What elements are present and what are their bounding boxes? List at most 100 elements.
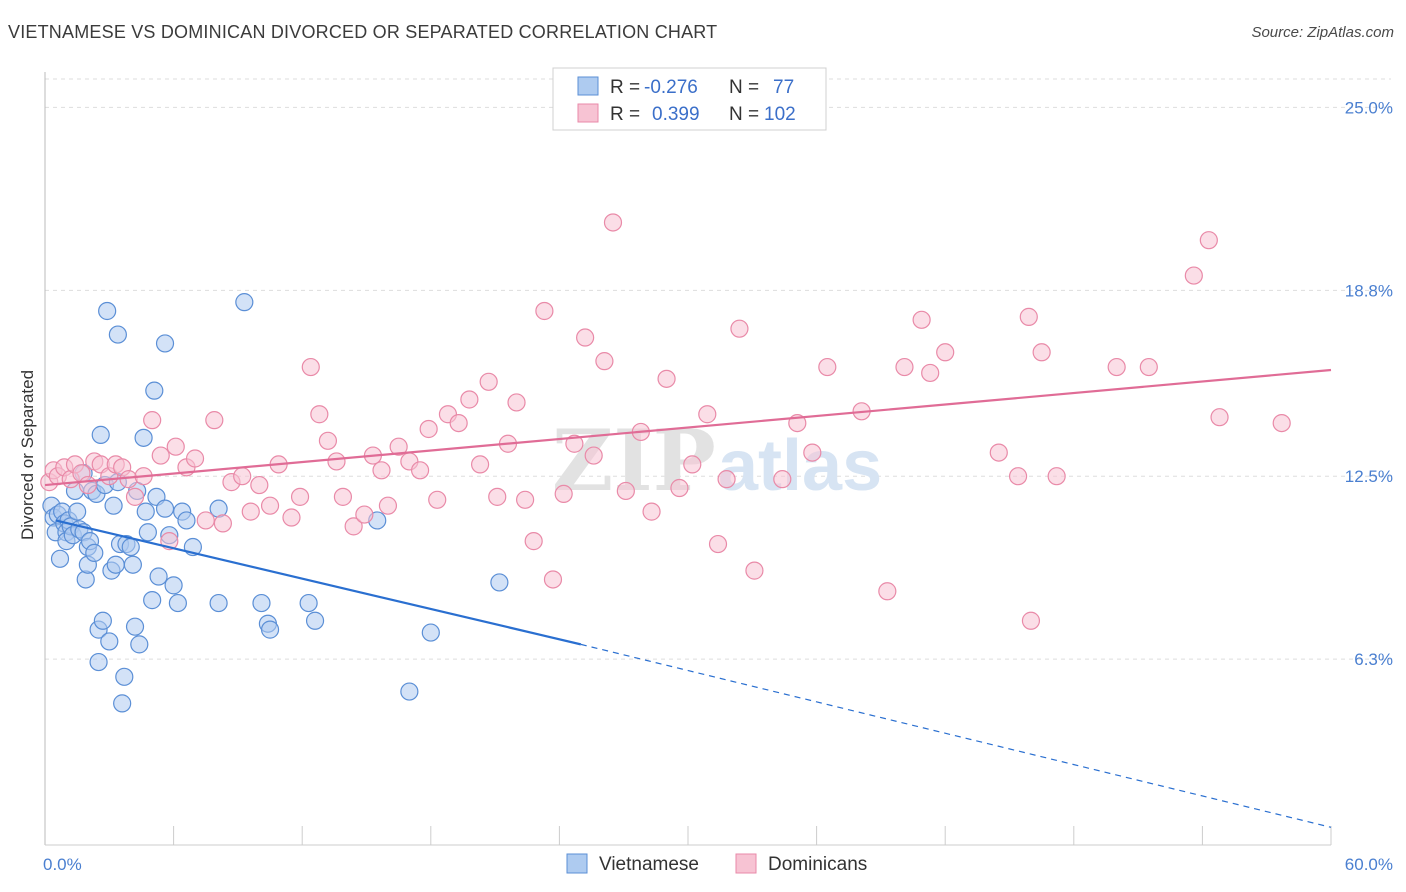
vietnamese-point-49	[145, 381, 164, 400]
vietnamese-point-41	[123, 555, 142, 574]
y-tick-label-2: 18.8%	[1345, 281, 1393, 300]
dominican-point-90	[1032, 343, 1051, 362]
dominican-point-96	[1199, 231, 1218, 250]
vietnamese-point-46	[136, 502, 155, 521]
vietnamese-point-35	[108, 325, 127, 344]
dominican-point-21	[185, 449, 205, 468]
dominican-point-61	[565, 434, 584, 453]
dominican-point-46	[419, 419, 438, 439]
vietnamese-point-24	[89, 652, 108, 672]
dominican-point-84	[912, 310, 931, 329]
vietnamese-point-51	[149, 567, 168, 586]
dominican-point-42	[378, 496, 398, 515]
vietnamese-point-32	[104, 496, 123, 515]
legend-n-value-1: 77	[773, 77, 794, 98]
dominican-point-59	[543, 570, 563, 589]
y-tick-labels: 6.3% 12.5% 18.8% 25.0%	[1345, 98, 1393, 669]
dominican-point-28	[250, 475, 269, 495]
vietnamese-point-69	[400, 682, 419, 701]
vietnamese-point-67	[305, 611, 325, 630]
dominican-point-77	[773, 470, 792, 489]
dominican-point-7	[78, 475, 97, 495]
dominican-point-23	[205, 411, 224, 430]
vietnamese-point-52	[155, 334, 175, 353]
dominican-point-91	[1021, 611, 1041, 630]
dominican-point-83	[895, 357, 914, 377]
legend-r-value-2: 0.399	[652, 104, 700, 125]
correlation-legend: R = -0.276 N = 77 R = 0.399 N = 102	[552, 67, 827, 131]
dominican-point-64	[595, 352, 614, 371]
bottom-legend-dominicans: Dominicans	[768, 854, 867, 875]
y-axis-label: Divorced or Separated	[18, 370, 37, 540]
bottom-legend-vietnamese: Vietnamese	[599, 854, 699, 875]
dominican-point-87	[989, 443, 1008, 462]
series-legend: Vietnamese Dominicans	[566, 853, 867, 875]
dominican-point-65	[603, 213, 623, 232]
bottom-legend-swatch-vietnamese	[566, 853, 588, 874]
vietnamese-point-58	[177, 511, 196, 530]
vietnamese-point-56	[168, 593, 187, 613]
vietnamese-point-66	[299, 593, 318, 613]
dominican-point-58	[535, 301, 554, 321]
dominican-point-95	[1184, 266, 1203, 285]
dominican-point-37	[333, 487, 353, 506]
vietnamese-point-33	[106, 555, 125, 574]
legend-swatch-vietnamese	[577, 76, 599, 96]
dominican-trendline	[44, 368, 1332, 487]
dominican-point-27	[241, 502, 260, 521]
vietnamese-point-44	[130, 635, 149, 654]
legend-n-value-2: 102	[764, 104, 796, 125]
vietnamese-point-65	[260, 620, 280, 639]
dominican-point-75	[730, 319, 749, 338]
legend-r-label-1: R =	[610, 77, 640, 98]
source-credit: Source: ZipAtlas.com	[1251, 24, 1394, 41]
dominican-point-31	[282, 508, 301, 527]
vietnamese-trendline	[55, 519, 582, 646]
dominican-point-79	[803, 443, 822, 462]
dominican-point-29	[260, 496, 280, 515]
dominican-points	[40, 213, 1291, 630]
vietnamese-point-40	[121, 537, 140, 557]
dominican-point-14	[125, 487, 145, 506]
dominican-point-66	[616, 481, 635, 501]
dominican-point-49	[449, 413, 468, 433]
dominican-point-52	[479, 372, 498, 391]
watermark-atlas: atlas	[718, 426, 882, 506]
vietnamese-point-27	[93, 611, 112, 630]
dominican-point-62	[576, 328, 595, 347]
dominican-point-51	[470, 455, 490, 474]
dominican-point-50	[460, 390, 479, 409]
vietnamese-point-62	[235, 293, 254, 312]
dominican-point-38	[344, 517, 363, 536]
vietnamese-trendline-extension	[580, 643, 1332, 828]
vietnamese-point-47	[138, 523, 157, 542]
vietnamese-point-45	[134, 428, 153, 447]
vietnamese-point-38	[115, 667, 134, 686]
x-ticks	[173, 826, 1332, 845]
vietnamese-points	[42, 293, 509, 713]
legend-r-value-1: -0.276	[644, 77, 698, 98]
dominican-point-43	[389, 437, 408, 456]
vietnamese-point-70	[421, 623, 440, 642]
dominican-point-57	[524, 532, 543, 551]
gridlines	[45, 78, 1391, 660]
dominican-point-53	[488, 487, 507, 506]
dominican-point-22	[196, 511, 215, 530]
dominican-point-45	[410, 461, 430, 480]
x-tick-labels: 0.0% 60.0%	[43, 855, 1393, 874]
vietnamese-point-55	[164, 576, 183, 595]
vietnamese-point-53	[155, 499, 175, 518]
dominican-point-98	[1272, 413, 1291, 433]
x-tick-label-1: 60.0%	[1345, 855, 1393, 874]
dominican-point-24	[213, 514, 232, 533]
vietnamese-point-30	[100, 632, 119, 651]
legend-n-label-2: N =	[729, 104, 759, 125]
y-tick-label-3: 25.0%	[1345, 98, 1393, 117]
vietnamese-point-71	[490, 573, 509, 592]
dominican-point-35	[318, 431, 338, 450]
dominican-point-56	[516, 490, 535, 509]
x-tick-label-0: 0.0%	[43, 855, 82, 874]
dominican-point-69	[657, 369, 676, 388]
dominican-point-89	[1019, 307, 1038, 326]
dominican-point-47	[428, 490, 447, 509]
